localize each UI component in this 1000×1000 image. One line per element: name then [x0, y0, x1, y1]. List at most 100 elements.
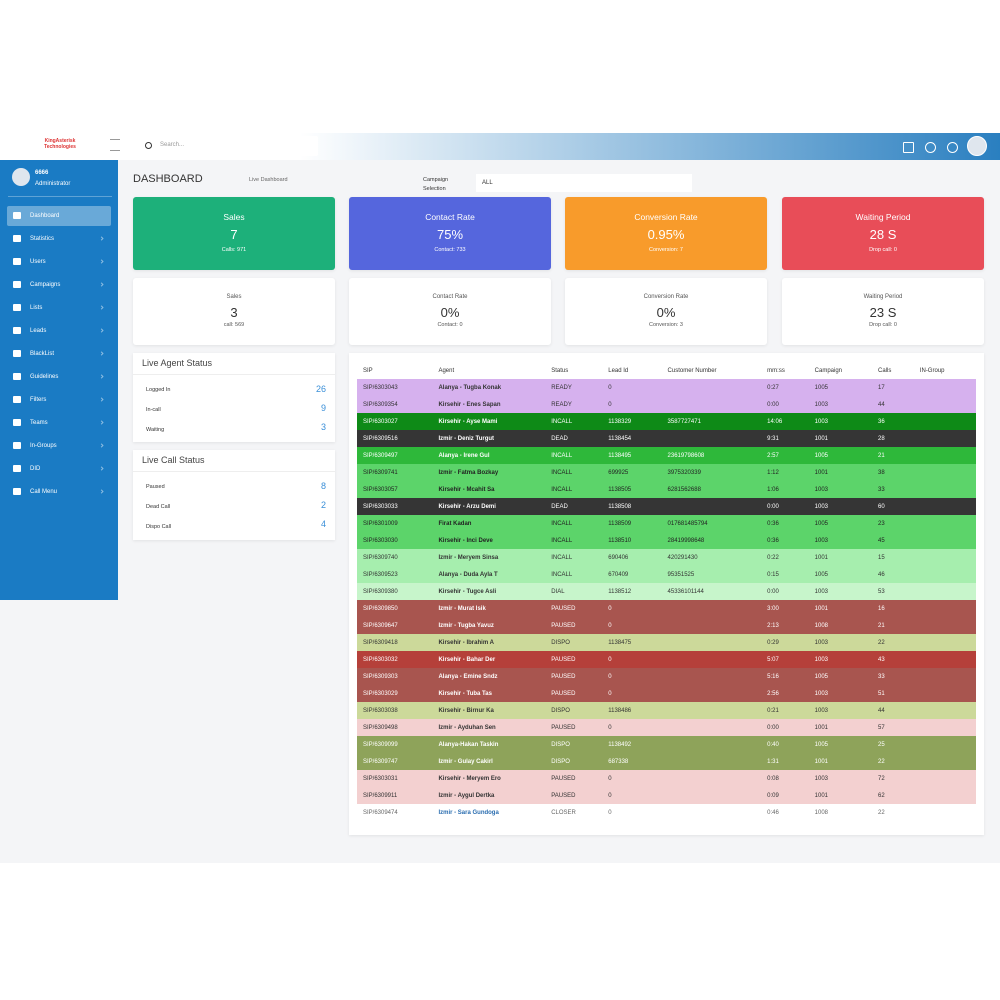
table-row[interactable]: SIP/6309850 Izmir - Murat Isik PAUSED 0 3:00… — [357, 600, 976, 617]
menu-item[interactable]: DID — [7, 459, 111, 479]
table-row[interactable]: SIP/6309474 Izmir - Sara Gundoga CLOSER 0 0:… — [357, 804, 976, 821]
cell: 1003 — [814, 588, 829, 595]
avatar[interactable] — [967, 136, 987, 156]
icon-1[interactable] — [903, 142, 914, 153]
menu-item[interactable]: Campaigns — [7, 275, 111, 295]
cell: 3:00 — [767, 605, 779, 612]
cell — [914, 566, 976, 583]
menu-item[interactable]: In-Groups — [7, 436, 111, 456]
table-row[interactable]: SIP/6309498 Izmir - Ayduhan Sen PAUSED 0 0:0… — [357, 719, 976, 736]
cell: SIP/6309099 — [363, 741, 398, 748]
kpi-card: Waiting Period 23 S Drop call: 0 — [782, 278, 984, 345]
table-row[interactable]: SIP/6309911 Izmir - Aygul Dertka PAUSED 0 0:… — [357, 787, 976, 804]
chevron — [99, 282, 104, 287]
search-box[interactable]: Search... — [138, 136, 318, 156]
table-row[interactable]: SIP/6309380 Kirsehir - Tugce Asli DIAL 1138… — [357, 583, 976, 600]
cell: 1003 — [814, 775, 829, 782]
table-row[interactable]: SIP/6309740 Izmir - Meryem Sinsa INCALL 690… — [357, 549, 976, 566]
cell: CLOSER — [551, 809, 576, 816]
cell: INCALL — [551, 537, 573, 544]
menu-item[interactable]: Users — [7, 252, 111, 272]
table-row[interactable]: SIP/6303038 Kirsehir - Birnur Ka DISPO 1138… — [357, 702, 976, 719]
table-row[interactable]: SIP/6309523 Alanya - Duda Ayla T INCALL 670… — [357, 566, 976, 583]
divider — [133, 374, 335, 375]
table-row[interactable]: SIP/6309516 Izmir - Deniz Turgut DEAD 11384… — [357, 430, 976, 447]
campaign-select[interactable]: ALL — [476, 174, 692, 192]
icon-2[interactable] — [925, 142, 936, 153]
menu-item[interactable]: Dashboard — [7, 206, 111, 226]
column-header: SIP — [363, 367, 373, 374]
breadcrumb[interactable]: Live Dashboard — [249, 177, 288, 183]
cell: 699925 — [608, 469, 629, 476]
menu-icon — [13, 442, 21, 449]
table-row[interactable]: SIP/6303033 Kirsehir - Arzu Demi DEAD 11385… — [357, 498, 976, 515]
icon-3[interactable] — [947, 142, 958, 153]
status-count: 26 — [315, 384, 326, 394]
table-row[interactable]: SIP/6309303 Alanya - Emine Sndz PAUSED 0 5:1… — [357, 668, 976, 685]
menu-item[interactable]: Teams — [7, 413, 111, 433]
cell: SIP/6303031 — [363, 775, 398, 782]
menu-toggle[interactable] — [110, 139, 120, 151]
menu-label: In-Groups — [30, 443, 57, 449]
table-row[interactable]: SIP/6309741 Izmir - Fatma Bozkay INCALL 699… — [357, 464, 976, 481]
cell — [662, 685, 762, 702]
table-row[interactable]: SIP/6303031 Kirsehir - Meryem Ero PAUSED 0 0… — [357, 770, 976, 787]
cell: Kirsehir - Tuba Tas — [438, 690, 492, 697]
kpi-sub: Drop call: 0 — [869, 247, 897, 253]
menu-item[interactable]: Call Menu — [7, 482, 111, 502]
campaign-label: Campaign Selection — [423, 177, 449, 192]
cell: 25 — [878, 741, 885, 748]
cell — [662, 498, 762, 515]
cell: PAUSED — [551, 656, 576, 663]
table-row[interactable]: SIP/6303057 Kirsehir - Mcahit Sa INCALL 113… — [357, 481, 976, 498]
cell: 1001 — [814, 758, 829, 765]
header-row: SIP Agent Status Lead Id Customer Number mm:s… — [357, 362, 976, 379]
cell: Izmir - Murat Isik — [438, 605, 486, 612]
cell: 1138329 — [608, 418, 632, 425]
cell: SIP/6309911 — [363, 792, 398, 799]
menu-item[interactable]: Statistics — [7, 229, 111, 249]
cell: Alanya-Hakan Taskin — [438, 741, 499, 748]
cell: 1138505 — [608, 486, 632, 493]
menu-label: Guidelines — [30, 374, 59, 380]
status-label: Paused — [146, 484, 165, 490]
table-row[interactable]: SIP/6309099 Alanya-Hakan Taskin DISPO 11384… — [357, 736, 976, 753]
table-row[interactable]: SIP/6309418 Kirsehir - Ibrahim A DISPO 1138… — [357, 634, 976, 651]
table-row[interactable]: SIP/6301009 Firat Kadan INCALL 1138509 01768… — [357, 515, 976, 532]
table-row[interactable]: SIP/6309354 Kirsehir - Enes Sapan READY 0 0:… — [357, 396, 976, 413]
cell: 60 — [878, 503, 885, 510]
cell: 23619798608 — [667, 452, 705, 459]
cell — [914, 753, 976, 770]
table-row[interactable]: SIP/6309747 Izmir - Gulay Cakirl DISPO 6873… — [357, 753, 976, 770]
cell: 28 — [878, 435, 885, 442]
cell: 15 — [878, 554, 885, 561]
menu-item[interactable]: Leads — [7, 321, 111, 341]
cell — [914, 736, 976, 753]
column-header: mm:ss — [767, 367, 785, 374]
menu-icon — [13, 327, 21, 334]
cell: Kirsehir - Ayse Mami — [438, 418, 498, 425]
kpi-sub: Conversion: 3 — [649, 322, 683, 328]
cell: SIP/6309523 — [363, 571, 398, 578]
menu-item[interactable]: Filters — [7, 390, 111, 410]
cell — [914, 600, 976, 617]
table-row[interactable]: SIP/6309647 Izmir - Tugba Yavuz PAUSED 0 2:1… — [357, 617, 976, 634]
chevron — [99, 443, 104, 448]
user-role: Administrator — [35, 181, 71, 187]
table-row[interactable]: SIP/6303032 Kirsehir - Bahar Der PAUSED 0 5:… — [357, 651, 976, 668]
cell: 0:46 — [767, 809, 779, 816]
menu-item[interactable]: Guidelines — [7, 367, 111, 387]
cell: 1138492 — [608, 741, 632, 748]
table-row[interactable]: SIP/6303029 Kirsehir - Tuba Tas PAUSED 0 2:5… — [357, 685, 976, 702]
menu-item[interactable]: BlackList — [7, 344, 111, 364]
table-row[interactable]: SIP/6303030 Kirsehir - Inci Deve INCALL 113… — [357, 532, 976, 549]
table-row[interactable]: SIP/6309497 Alanya - Irene Gul INCALL 11384… — [357, 447, 976, 464]
cell: SIP/6309740 — [363, 554, 398, 561]
table-row[interactable]: SIP/6303027 Kirsehir - Ayse Mami INCALL 113… — [357, 413, 976, 430]
table-row[interactable]: SIP/6303043 Alanya - Tugba Konak READY 0 0:2… — [357, 379, 976, 396]
cell: 1003 — [814, 707, 829, 714]
menu-item[interactable]: Lists — [7, 298, 111, 318]
cell: Alanya - Tugba Konak — [438, 384, 502, 391]
cell — [914, 617, 976, 634]
cell: 0 — [608, 809, 612, 816]
